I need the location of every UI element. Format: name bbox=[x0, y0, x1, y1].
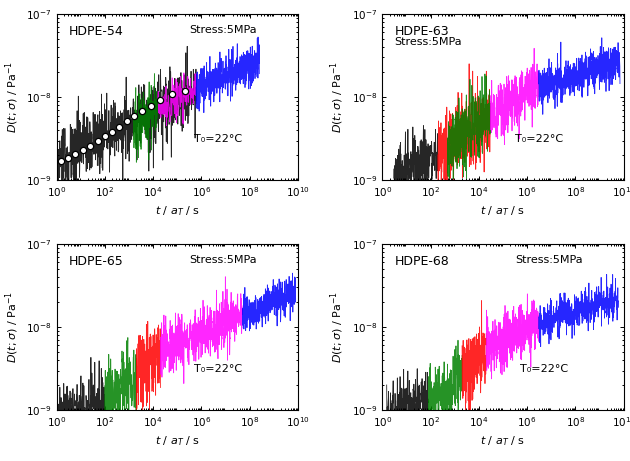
X-axis label: $t$ / $a_T$ / s: $t$ / $a_T$ / s bbox=[155, 435, 200, 448]
Text: T₀=22°C: T₀=22°C bbox=[194, 134, 243, 144]
X-axis label: $t$ / $a_T$ / s: $t$ / $a_T$ / s bbox=[481, 205, 525, 219]
Text: Stress:5MPa: Stress:5MPa bbox=[190, 255, 257, 266]
Y-axis label: $D(t;\sigma)$ / Pa$^{-1}$: $D(t;\sigma)$ / Pa$^{-1}$ bbox=[3, 61, 21, 133]
Text: HDPE-68: HDPE-68 bbox=[394, 255, 449, 268]
Y-axis label: $D(t;\sigma)$ / Pa$^{-1}$: $D(t;\sigma)$ / Pa$^{-1}$ bbox=[329, 291, 346, 363]
X-axis label: $t$ / $a_T$ / s: $t$ / $a_T$ / s bbox=[155, 205, 200, 219]
X-axis label: $t$ / $a_T$ / s: $t$ / $a_T$ / s bbox=[481, 435, 525, 448]
Y-axis label: $D(t;\sigma)$ / Pa$^{-1}$: $D(t;\sigma)$ / Pa$^{-1}$ bbox=[329, 61, 346, 133]
Text: Stress:5MPa: Stress:5MPa bbox=[190, 25, 257, 35]
Text: Stress:5MPa: Stress:5MPa bbox=[515, 255, 583, 266]
Text: Stress:5MPa: Stress:5MPa bbox=[394, 37, 462, 47]
Text: HDPE-54: HDPE-54 bbox=[69, 25, 123, 38]
Y-axis label: $D(t;\sigma)$ / Pa$^{-1}$: $D(t;\sigma)$ / Pa$^{-1}$ bbox=[3, 291, 21, 363]
Text: T₀=22°C: T₀=22°C bbox=[515, 134, 563, 144]
Text: HDPE-63: HDPE-63 bbox=[394, 25, 449, 38]
Text: HDPE-65: HDPE-65 bbox=[69, 255, 123, 268]
Text: T₀=22°C: T₀=22°C bbox=[520, 364, 568, 374]
Text: T₀=22°C: T₀=22°C bbox=[194, 364, 243, 374]
